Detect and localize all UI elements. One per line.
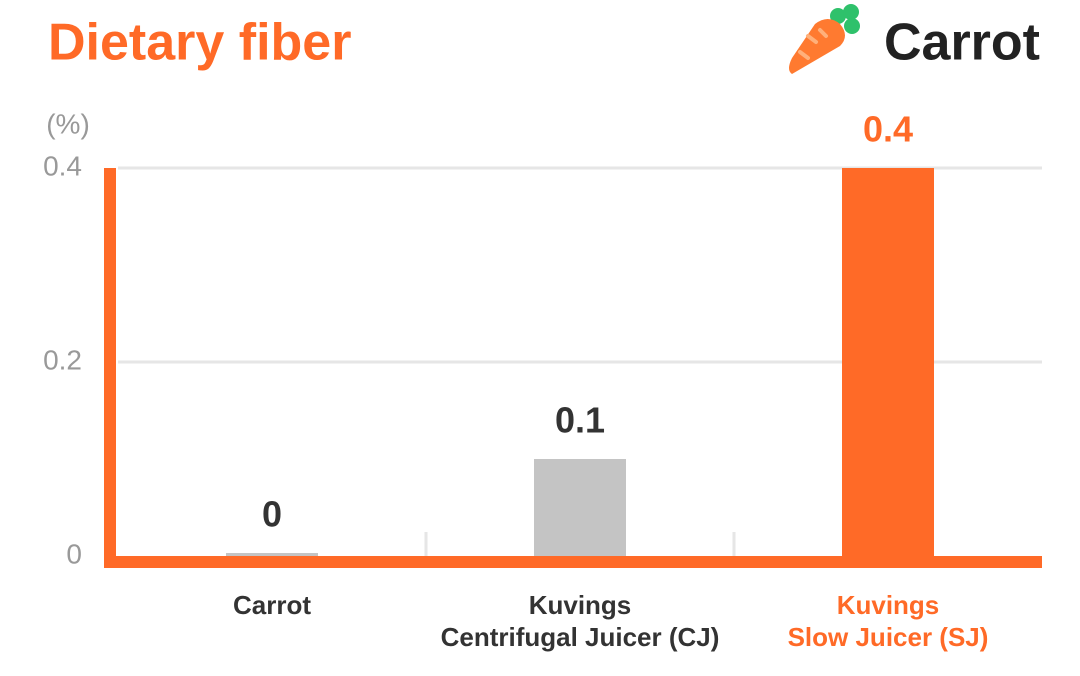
bar bbox=[534, 459, 626, 556]
carrot-icon bbox=[789, 4, 860, 74]
bar bbox=[226, 553, 318, 556]
y-tick-label: 0.2 bbox=[43, 344, 82, 375]
value-label: 0.4 bbox=[863, 109, 913, 150]
y-tick-label: 0.4 bbox=[43, 150, 82, 181]
x-tick-label: Kuvings Slow Juicer (SJ) bbox=[788, 590, 989, 652]
y-tick-label: 0 bbox=[66, 538, 82, 569]
chart-title: Dietary fiber bbox=[48, 14, 351, 72]
x-tick-label: Carrot bbox=[233, 590, 311, 620]
value-label: 0.1 bbox=[555, 400, 605, 441]
subject-label: Carrot bbox=[884, 14, 1040, 72]
x-tick-label: Kuvings Centrifugal Juicer (CJ) bbox=[441, 590, 720, 652]
y-unit: (%) bbox=[46, 108, 90, 139]
value-label: 0 bbox=[262, 494, 282, 535]
bar bbox=[842, 168, 934, 556]
